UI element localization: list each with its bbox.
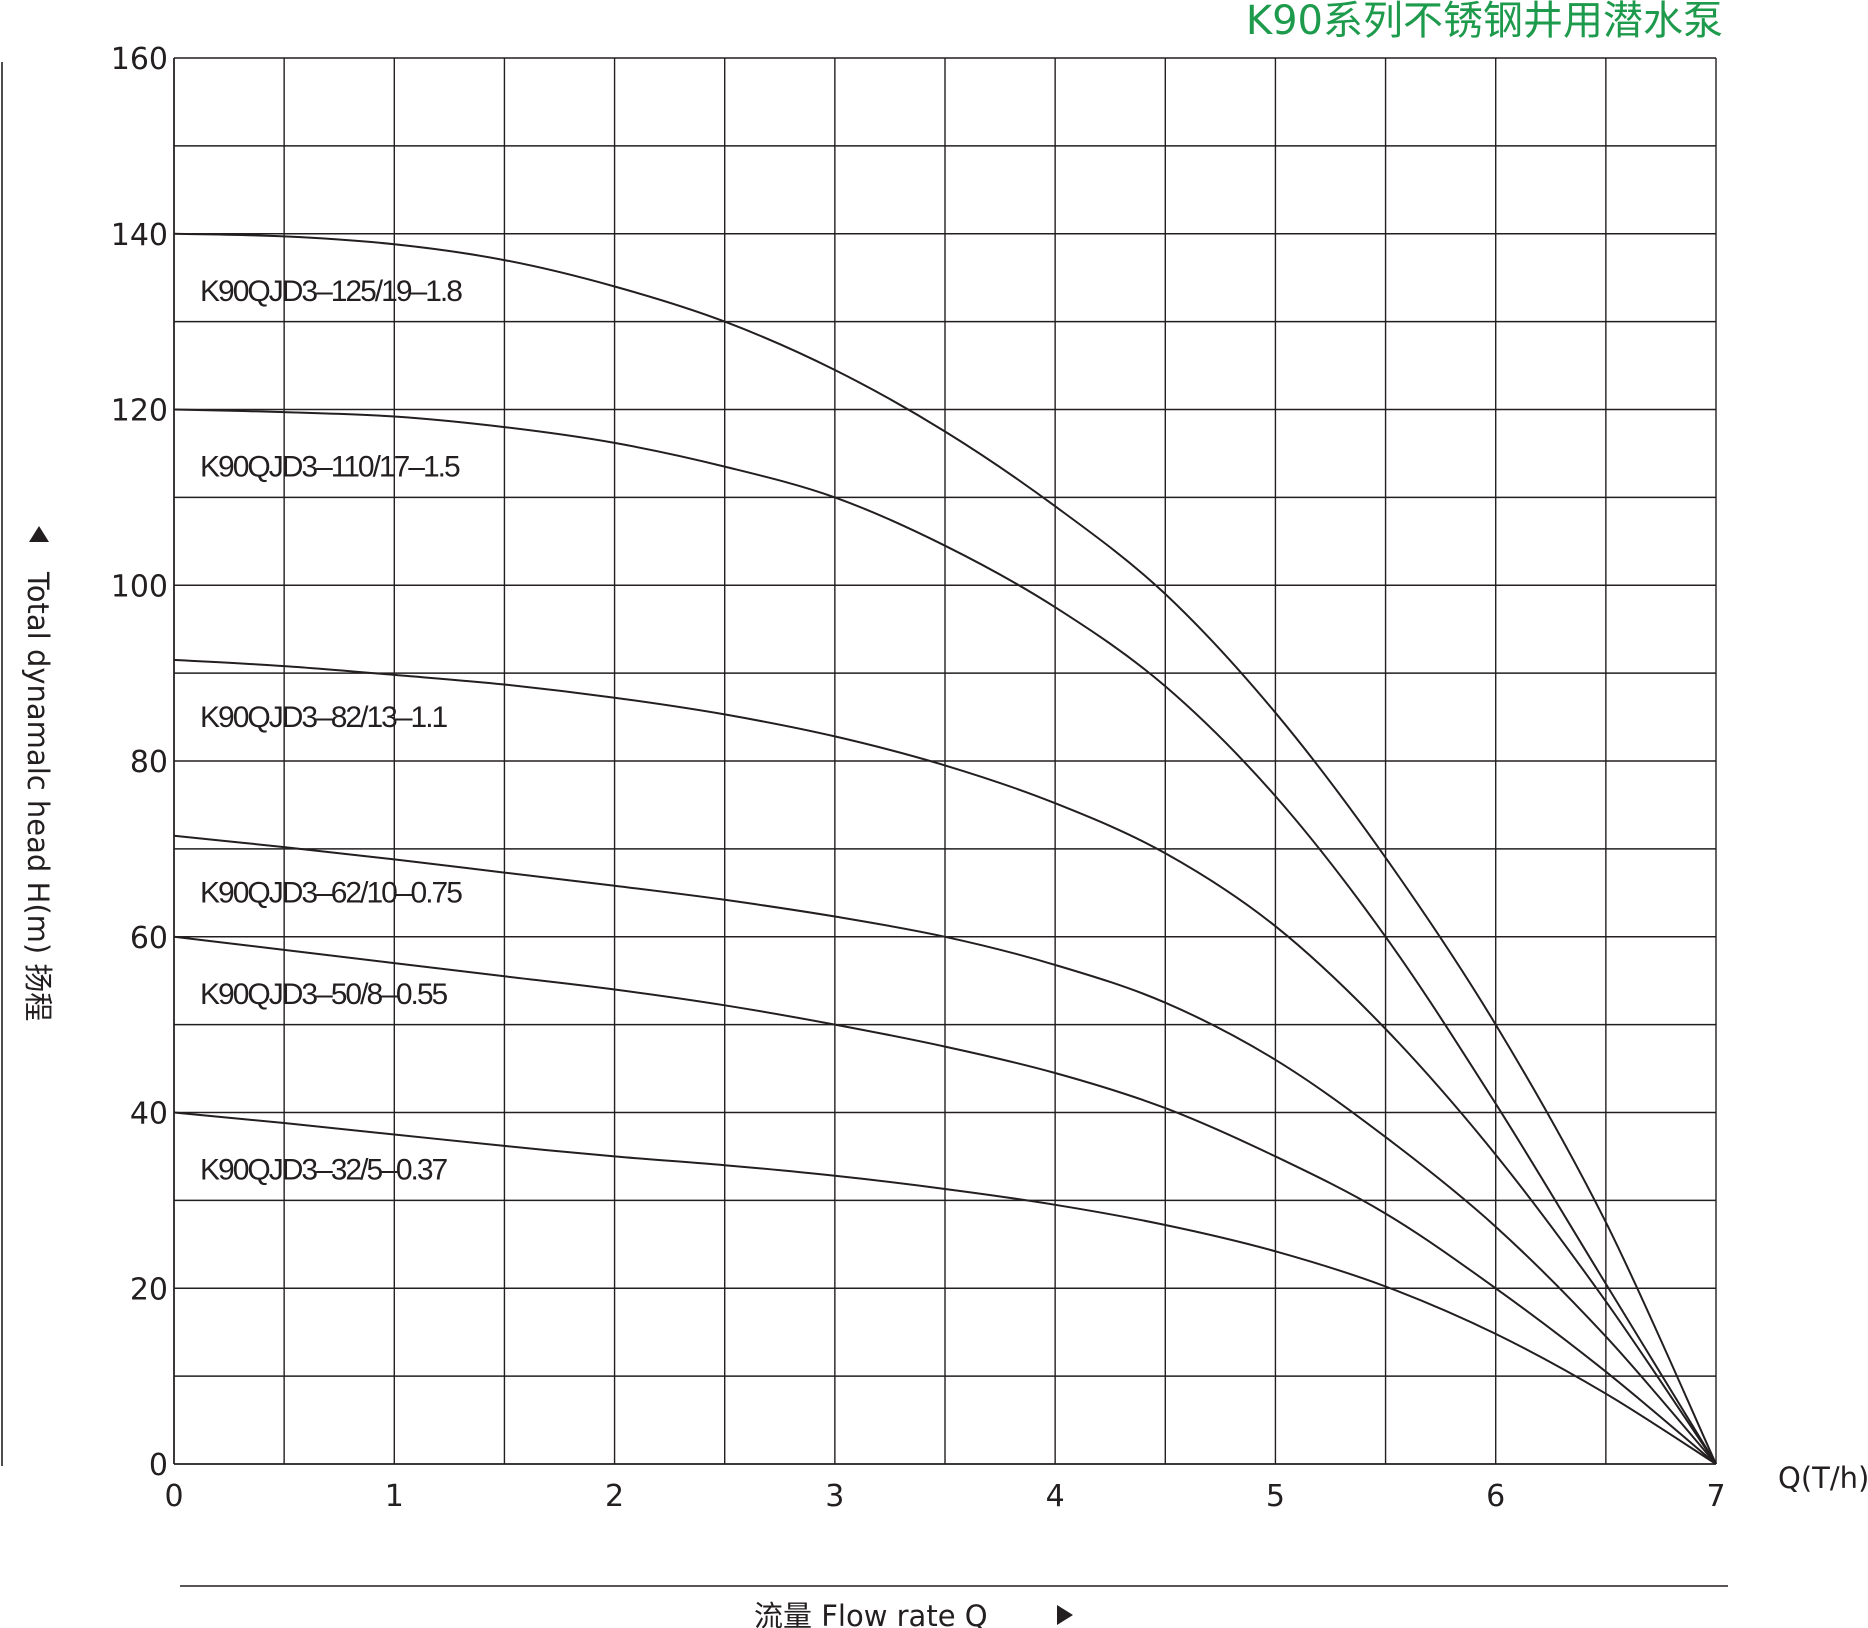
x-tick-label: 5 (1266, 1479, 1285, 1514)
y-tick-label: 140 (111, 218, 168, 253)
y-tick-label: 20 (130, 1272, 168, 1307)
x-tick-label: 7 (1706, 1479, 1725, 1514)
y-tick-label: 100 (111, 569, 168, 604)
series-label-1: K90QJD3–125/19–1.8 (200, 275, 462, 308)
x-tick-label: 0 (164, 1479, 183, 1514)
x-tick-label: 6 (1486, 1479, 1505, 1514)
x-axis-unit-label: Q(T/h) (1778, 1461, 1868, 1495)
y-tick-label: 0 (149, 1448, 168, 1483)
series-label-2: K90QJD3–110/17–1.5 (200, 451, 460, 484)
series-label-3: K90QJD3–82/13–1.1 (200, 701, 448, 734)
chart-curves (173, 232, 1717, 1465)
chart-title: K90系列不锈钢井用潜水泵 (1246, 0, 1723, 44)
y-axis-title: Total dynamalc head H(m) 扬程 (21, 571, 55, 1021)
series-curve-5 (173, 935, 1717, 1465)
x-axis-right-arrow-icon (1057, 1605, 1073, 1625)
series-label-6: K90QJD3–32/5–0.37 (200, 1154, 448, 1187)
y-tick-label: 40 (130, 1097, 168, 1132)
series-curve-6 (173, 1111, 1717, 1465)
series-curve-3 (173, 658, 1717, 1465)
y-tick-label: 80 (130, 745, 168, 780)
y-tick-label: 120 (111, 394, 168, 429)
chart-tick-labels: 0 1 2 3 4 5 6 7 0 20 40 60 80 100 120 140 160 (111, 42, 1726, 1514)
x-tick-label: 4 (1046, 1479, 1065, 1514)
y-axis-up-arrow-icon (29, 526, 49, 542)
x-tick-label: 3 (825, 1479, 844, 1514)
x-tick-label: 2 (605, 1479, 624, 1514)
y-tick-label: 60 (130, 921, 168, 956)
chart-series-labels: K90QJD3–125/19–1.8 K90QJD3–110/17–1.5 K90Q… (200, 275, 464, 1187)
x-tick-label: 1 (385, 1479, 404, 1514)
series-curve-2 (173, 408, 1717, 1465)
series-curve-4 (173, 834, 1717, 1465)
series-curve-1 (173, 232, 1717, 1465)
series-label-5: K90QJD3–50/8–0.55 (200, 978, 448, 1011)
chart-grid (173, 57, 1717, 1465)
y-tick-label: 160 (111, 42, 168, 77)
x-axis-title: 流量 Flow rate Q (754, 1599, 988, 1628)
series-label-4: K90QJD3–62/10–0.75 (200, 877, 462, 910)
